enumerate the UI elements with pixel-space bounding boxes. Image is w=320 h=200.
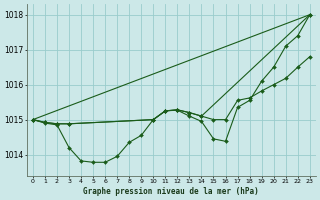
X-axis label: Graphe pression niveau de la mer (hPa): Graphe pression niveau de la mer (hPa)	[84, 187, 259, 196]
